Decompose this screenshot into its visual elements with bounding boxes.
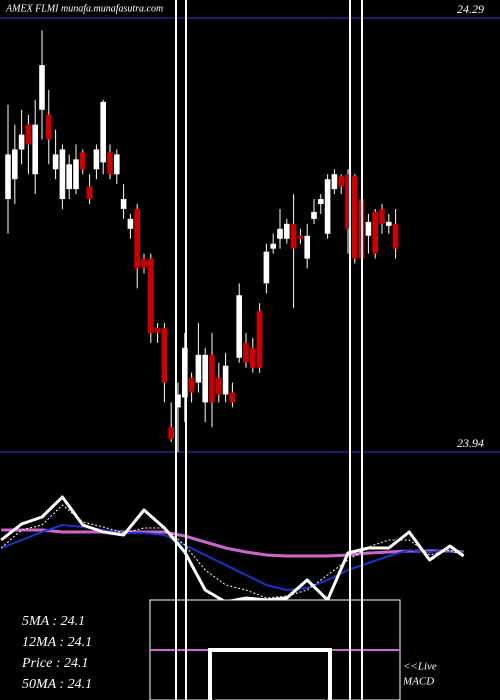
ma-label: Price : 24.1: [21, 656, 88, 671]
candle-body: [127, 218, 134, 229]
candle-body: [18, 134, 25, 150]
candle-body: [195, 354, 202, 383]
candle-body: [229, 392, 236, 403]
candle-body: [93, 149, 100, 170]
candle-body: [379, 208, 385, 224]
candle-body: [270, 243, 276, 249]
candle-body: [141, 258, 147, 269]
candle-body: [386, 221, 392, 226]
candle-body: [209, 354, 215, 403]
candle-body: [52, 154, 59, 170]
candle-body: [304, 235, 310, 259]
ma-label: 5MA : 24.1: [22, 614, 85, 629]
candle-body: [188, 377, 195, 393]
annotation: <<Live: [403, 661, 437, 673]
ma-label: 12MA : 24.1: [22, 635, 92, 650]
candle-body: [324, 179, 331, 234]
candle-body: [297, 235, 304, 239]
macd-histogram-inner: [213, 653, 327, 700]
candle-body: [161, 328, 168, 383]
y-tick-label: 23.94: [457, 436, 484, 450]
candle-body: [12, 149, 18, 180]
candle-body: [100, 101, 106, 163]
marker-lines: [175, 0, 187, 700]
candle-body: [114, 154, 120, 175]
candle-body: [365, 221, 372, 236]
candle-body: [25, 124, 32, 145]
candle-body: [182, 347, 188, 398]
candle-body: [80, 152, 86, 170]
candle-body: [250, 347, 256, 368]
candle-body: [202, 354, 208, 403]
macd-box: [149, 599, 401, 700]
indicator-line: [0, 504, 464, 599]
candle-body: [168, 427, 174, 440]
indicator-line: [1, 528, 464, 558]
candle-body: [331, 174, 338, 190]
candle-body: [318, 199, 324, 204]
candle-body: [290, 223, 297, 249]
candle-body: [59, 149, 66, 200]
candle-body: [243, 342, 249, 363]
candle-body: [86, 186, 93, 200]
candle-body: [5, 154, 11, 200]
candle-body: [73, 159, 79, 190]
ma-label: 50MA : 24.1: [22, 677, 92, 692]
candle-body: [372, 211, 378, 254]
candle-body: [154, 328, 161, 333]
candle-body: [148, 258, 154, 333]
candle-body: [277, 228, 283, 239]
candle-body: [216, 377, 222, 395]
indicator-line: [0, 524, 464, 591]
candle-body: [222, 365, 229, 395]
candle-body: [32, 124, 38, 175]
y-tick-label: 24.29: [457, 2, 484, 16]
macd-histogram: [208, 648, 332, 700]
candle-body: [134, 208, 140, 269]
candle-body: [284, 223, 290, 239]
annotation: MACD: [402, 676, 434, 688]
candle-body: [236, 295, 242, 358]
candle-body: [311, 211, 317, 219]
candle-body: [46, 114, 52, 140]
candle-body: [107, 152, 113, 175]
candle-body: [263, 251, 270, 284]
candle-body: [120, 199, 127, 209]
candle-body: [175, 394, 181, 408]
candle-body: [256, 311, 263, 368]
marker-lines: [349, 0, 363, 700]
candle-body: [392, 223, 399, 249]
candle-body: [345, 174, 351, 229]
volume-markers: [175, 0, 363, 700]
candle-body: [66, 164, 72, 190]
candle-body: [338, 176, 344, 187]
chart-title: AMEX FLMI munafa.munafasutra.com: [5, 3, 163, 14]
candle-body: [39, 65, 45, 110]
candle-body: [352, 176, 358, 259]
